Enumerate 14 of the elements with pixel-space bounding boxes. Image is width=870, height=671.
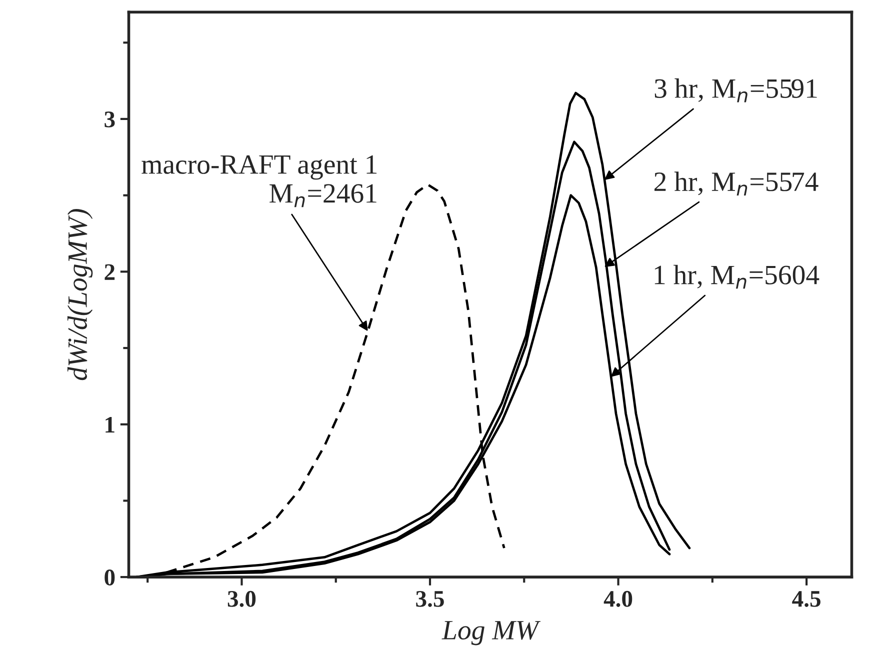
- x-tick-label: 4.5: [792, 591, 820, 607]
- y-tick-label: 1: [106, 416, 114, 433]
- y-tick-label: 3: [104, 112, 115, 128]
- y-axis-title: dWi/d(LogMW): [67, 209, 93, 380]
- x-tick-label: 3.0: [228, 590, 256, 607]
- x-tick-label: 3.5: [416, 591, 444, 607]
- annotation: 3 hr, M$_{n}$=5591: [654, 78, 817, 102]
- y-tick-label: 2: [104, 264, 115, 280]
- annotation: macro-RAFT agent 1 M$_{n}$=2461: [142, 155, 377, 208]
- x-tick-label: 4.0: [604, 590, 632, 607]
- annotation: 1 hr, M$_{n}$=5604: [654, 264, 820, 289]
- y-tick-label: 0: [104, 570, 115, 586]
- x-axis-title: Log MW: [442, 621, 541, 646]
- annotation: 2 hr, M$_{n}$=5574: [654, 172, 818, 196]
